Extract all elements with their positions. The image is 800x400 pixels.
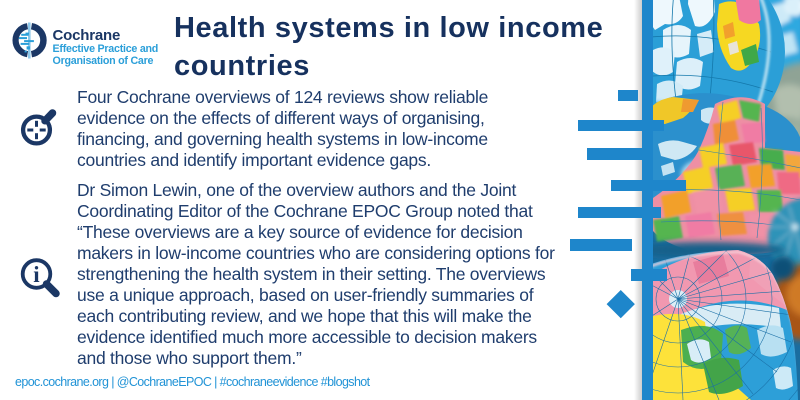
- svg-text:i: i: [33, 262, 40, 287]
- svg-text:Organisation of Care: Organisation of Care: [53, 55, 154, 67]
- svg-text:Effective Practice and: Effective Practice and: [53, 43, 159, 55]
- svg-text:Cochrane: Cochrane: [53, 27, 121, 44]
